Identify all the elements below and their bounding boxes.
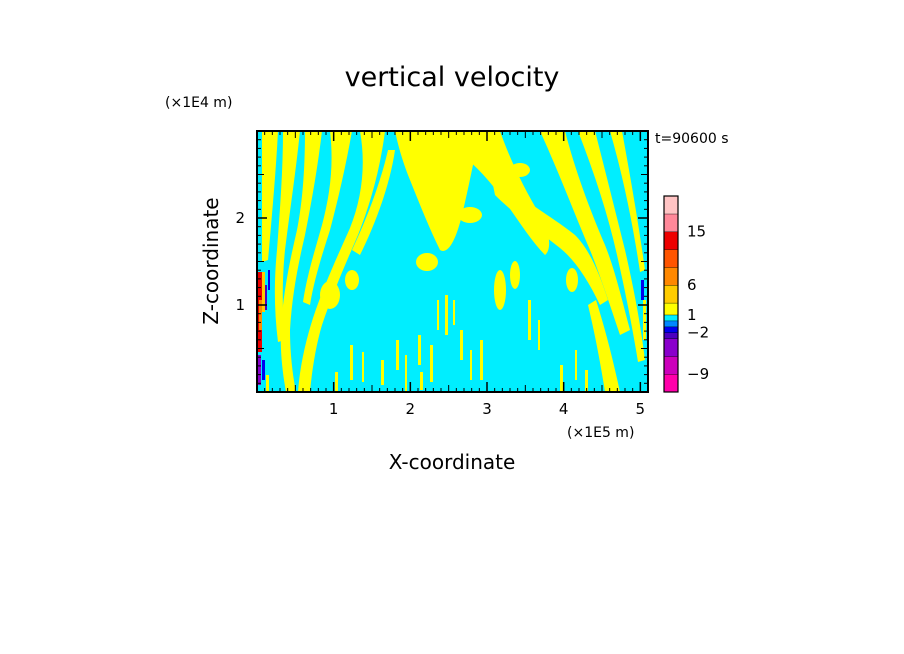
colorbar-swatch: [664, 249, 678, 268]
x-tick-label: 1: [329, 400, 339, 418]
y-multiplier: (×1E4 m): [165, 95, 232, 111]
colorbar-frame: [663, 195, 679, 393]
positive-region: [610, 131, 645, 272]
positive-region: [320, 281, 340, 309]
chart-title: vertical velocity: [345, 62, 560, 93]
positive-region: [345, 270, 359, 290]
colorbar: −9 −21 6 15: [663, 195, 709, 393]
positive-regions: [262, 131, 645, 392]
positive-region: [274, 131, 300, 342]
positive-region: [566, 268, 578, 292]
positive-region: [510, 261, 520, 289]
y-tick-label: 1: [235, 296, 245, 314]
positive-region: [352, 150, 395, 255]
colorbar-swatch: [664, 314, 678, 321]
colorbar-tick-label: 6: [687, 276, 697, 294]
plot-area: [256, 130, 649, 393]
x-tick-label: 2: [406, 400, 416, 418]
positive-region: [540, 131, 630, 335]
positive-region: [510, 163, 530, 177]
x-tick-label: 4: [559, 400, 569, 418]
colorbar-swatch: [664, 196, 678, 214]
positive-region: [416, 253, 438, 271]
y-axis-label: Z-coordinate: [199, 197, 223, 324]
colorbar-swatch: [664, 356, 678, 375]
colorbar-swatch: [664, 285, 678, 303]
positive-region: [262, 131, 278, 262]
positive-region: [458, 207, 482, 223]
positive-region: [447, 168, 463, 192]
x-multiplier: (×1E5 m): [567, 425, 634, 441]
positive-region: [303, 131, 352, 305]
colorbar-swatch: [664, 338, 678, 357]
time-label: t=90600 s: [655, 131, 729, 147]
colorbar-swatch: [664, 231, 678, 250]
y-tick-label: 2: [235, 209, 245, 227]
positive-region: [395, 131, 480, 251]
colorbar-swatch: [664, 302, 678, 315]
left-edge-artifacts: [258, 270, 646, 392]
colorbar-tick-label: 15: [687, 223, 706, 241]
x-tick-label: 5: [636, 400, 646, 418]
axis-ticks: [257, 131, 649, 392]
positive-region: [490, 170, 608, 305]
positive-region: [494, 270, 506, 310]
positive-speckles: [335, 295, 588, 392]
positive-region: [588, 300, 620, 392]
positive-region: [578, 131, 645, 362]
positive-region: [440, 131, 550, 255]
positive-region: [280, 131, 322, 392]
colorbar-swatch: [664, 267, 678, 286]
x-tick-label: 3: [482, 400, 492, 418]
colorbar-swatch: [664, 320, 678, 327]
colorbar-tick-label: −9: [687, 365, 709, 383]
colorbar-swatch: [664, 374, 678, 392]
colorbar-tick-label: 1: [687, 306, 697, 324]
x-axis-label: X-coordinate: [389, 450, 516, 474]
colorbar-swatch: [664, 326, 678, 333]
colorbar-swatch: [664, 332, 678, 339]
colorbar-swatch: [664, 213, 678, 232]
colorbar-tick-label: −2: [687, 324, 709, 342]
positive-region: [298, 131, 385, 392]
